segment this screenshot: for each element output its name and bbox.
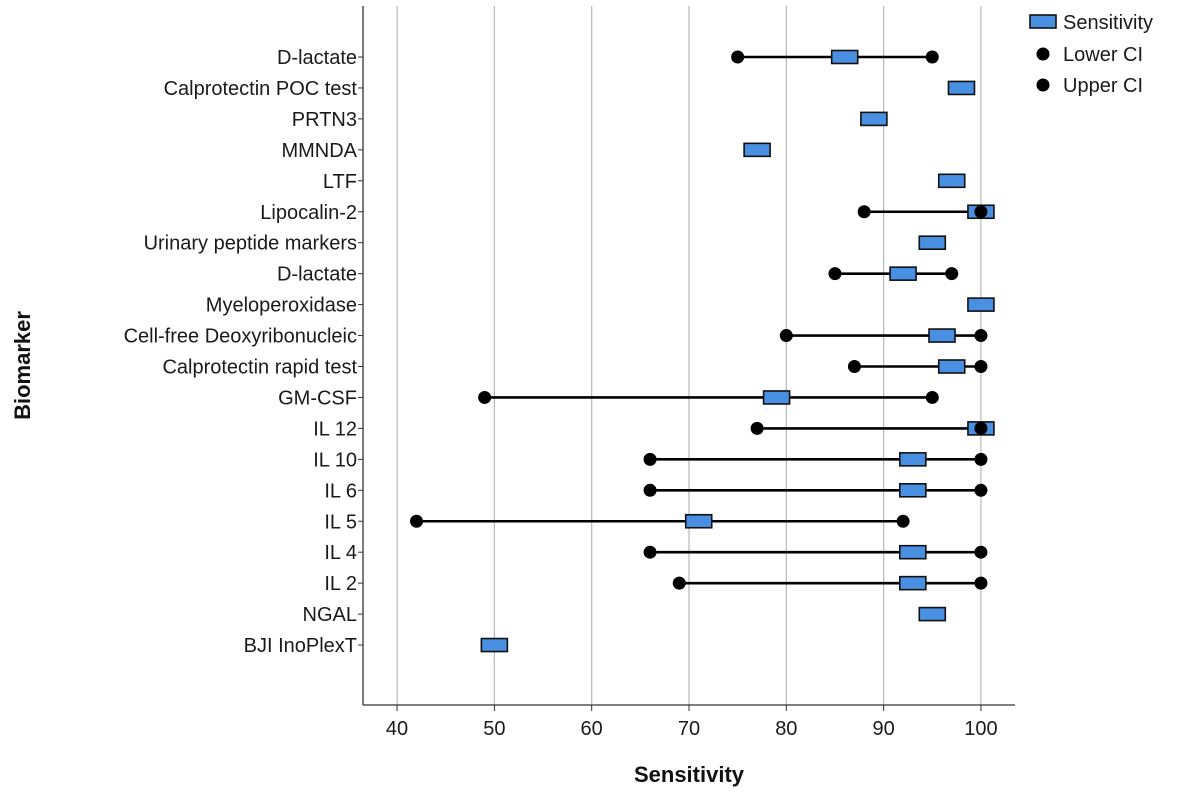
- upper-ci-dot: [974, 483, 988, 497]
- upper-ci-dot: [974, 205, 988, 219]
- y-axis-title: Biomarker: [10, 311, 35, 420]
- upper-ci-dot: [974, 360, 988, 373]
- legend-label: Upper CI: [1063, 75, 1143, 97]
- sensitivity-box: [899, 452, 927, 467]
- lower-ci-dot: [643, 545, 657, 559]
- x-ticks: 40 50 60 70 80 90 100: [386, 705, 998, 740]
- y-category-label: BJI InoPlexT: [244, 635, 357, 657]
- y-category-label: NGAL: [303, 604, 357, 626]
- lower-ci-dot: [643, 483, 657, 497]
- sensitivity-box: [918, 235, 947, 250]
- legend-sensitivity-swatch: [1029, 14, 1057, 29]
- y-category-label: Calprotectin POC test: [164, 78, 358, 100]
- x-tick-label: 100: [964, 718, 997, 740]
- x-tick-label: 60: [581, 718, 603, 740]
- upper-ci-dot: [974, 421, 988, 435]
- sensitivity-box: [967, 297, 995, 312]
- sensitivity-box: [830, 49, 859, 65]
- lower-ci-dot: [478, 390, 492, 404]
- y-category-label: Myeloperoxidase: [206, 295, 357, 317]
- sensitivity-box: [947, 80, 976, 96]
- y-category-label: IL 2: [324, 573, 357, 595]
- y-category-label: Cell-free Deoxyribonucleic: [124, 326, 357, 348]
- sensitivity-box: [889, 266, 917, 281]
- lower-ci-dot: [643, 452, 657, 466]
- legend-label: Lower CI: [1063, 44, 1143, 66]
- y-category-label: Lipocalin-2: [260, 202, 357, 224]
- sensitivity-box: [937, 173, 966, 189]
- lower-ci-dot: [750, 421, 764, 435]
- legend-ci-swatch: [1036, 47, 1050, 61]
- y-category-label: IL 12: [313, 418, 357, 440]
- y-category-label: IL 5: [324, 511, 357, 533]
- y-category-label: PRTN3: [292, 109, 357, 131]
- sensitivity-box: [480, 637, 509, 653]
- sensitivity-box: [918, 606, 947, 622]
- x-tick-label: 90: [873, 718, 895, 740]
- lower-ci-dot: [410, 514, 424, 528]
- upper-ci-dot: [974, 329, 988, 343]
- lower-ci-dot: [847, 360, 861, 373]
- x-tick-label: 40: [386, 718, 408, 740]
- lower-ci-dot: [779, 329, 793, 343]
- upper-ci-dot: [945, 267, 959, 281]
- upper-ci-dot: [925, 50, 939, 64]
- x-tick-label: 70: [678, 718, 700, 740]
- sensitivity-box: [899, 544, 927, 560]
- sensitivity-box: [928, 328, 956, 343]
- y-category-label: Calprotectin rapid test: [162, 357, 357, 379]
- upper-ci-dot: [974, 576, 988, 590]
- y-category-label: LTF: [323, 171, 357, 193]
- sensitivity-box: [860, 111, 888, 127]
- y-category-label: IL 10: [313, 449, 357, 471]
- x-tick-label: 50: [483, 718, 505, 740]
- sensitivity-box: [743, 142, 771, 158]
- lower-ci-dot: [828, 267, 842, 281]
- lower-ci-dot: [857, 205, 871, 219]
- gridlines: [396, 6, 982, 705]
- legend-label: Sensitivity: [1063, 12, 1153, 34]
- upper-ci-dot: [974, 545, 988, 559]
- sensitivity-box: [899, 575, 927, 591]
- upper-ci-dot: [925, 390, 939, 404]
- sensitivity-box: [684, 513, 713, 529]
- legend-ci-swatch: [1036, 78, 1050, 92]
- data-marks: [410, 49, 995, 653]
- sensitivity-box: [937, 359, 966, 374]
- x-axis-title: Sensitivity: [634, 762, 745, 787]
- upper-ci-dot: [896, 514, 910, 528]
- y-category-label: GM-CSF: [278, 387, 357, 409]
- y-category-label: D-lactate: [277, 47, 357, 69]
- y-category-label: MMNDA: [281, 140, 357, 162]
- upper-ci-dot: [974, 452, 988, 466]
- y-category-label: Urinary peptide markers: [144, 233, 357, 255]
- y-category-labels: D-lactate Calprotectin POC test PRTN3 MMNDA…: [124, 47, 363, 657]
- sensitivity-box: [899, 482, 927, 498]
- y-category-label: D-lactate: [277, 264, 357, 286]
- x-tick-label: 80: [775, 718, 797, 740]
- sensitivity-box: [762, 390, 791, 405]
- legend: Sensitivity Lower CI Upper CI: [1029, 12, 1153, 97]
- y-category-label: IL 4: [324, 542, 357, 564]
- y-category-label: IL 6: [324, 480, 357, 502]
- lower-ci-dot: [731, 50, 745, 64]
- lower-ci-dot: [672, 576, 686, 590]
